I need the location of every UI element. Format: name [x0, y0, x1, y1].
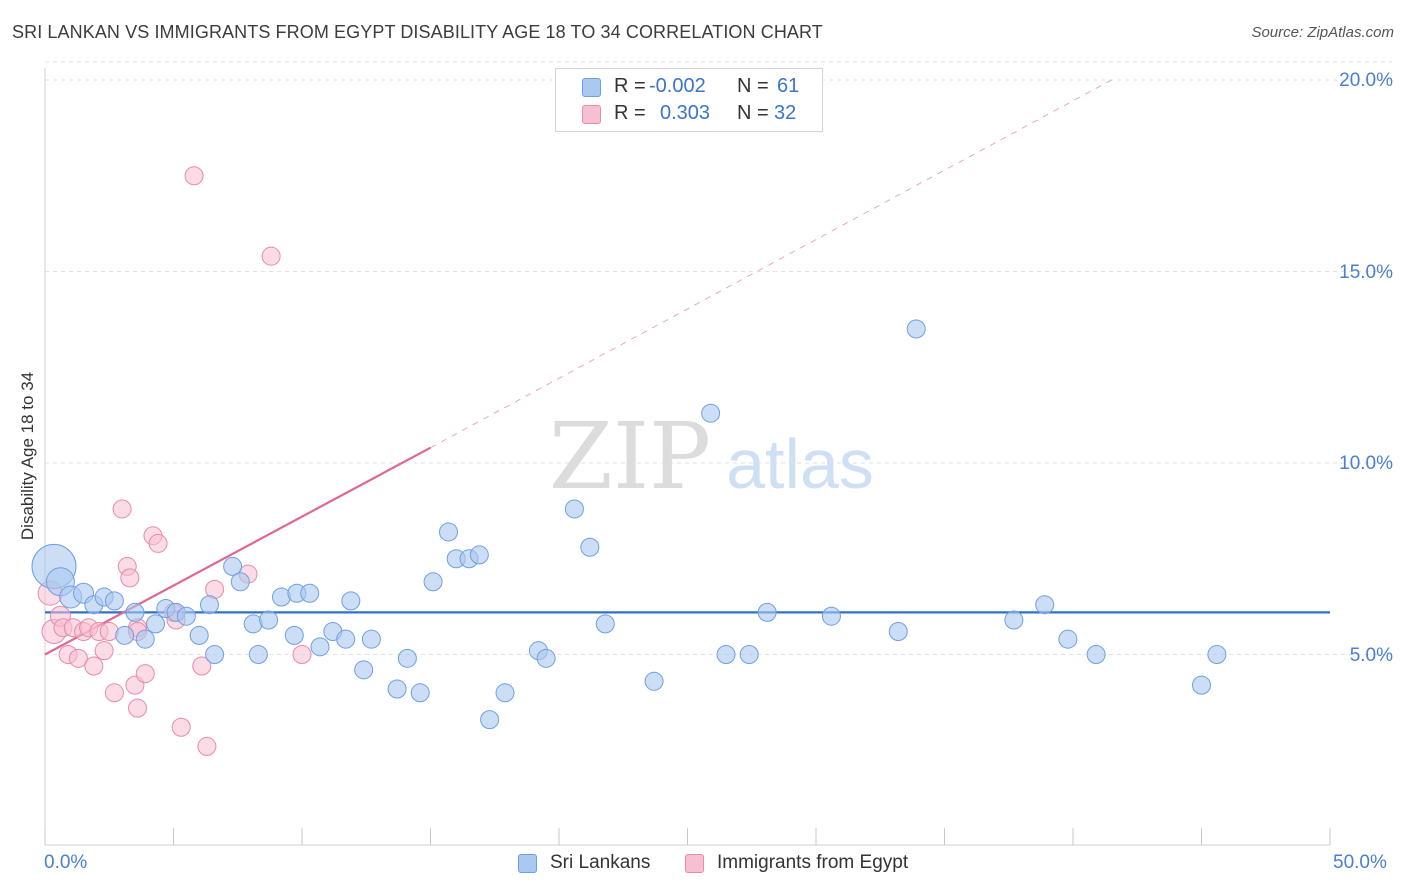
egypt-point — [104, 683, 124, 703]
egypt-point — [94, 641, 114, 661]
sri-lankan-point — [310, 637, 330, 657]
n-value: 32 — [774, 102, 797, 124]
sri-lankan-point — [821, 606, 841, 626]
sri-lankan-point — [644, 671, 664, 691]
r-label: R = — [614, 102, 646, 124]
sri-lankan-point — [199, 595, 219, 615]
egypt-point — [148, 533, 168, 553]
sri-lankan-point — [888, 622, 908, 642]
watermark-atlas: atlas — [726, 425, 874, 503]
egypt-points — [37, 166, 312, 756]
x-tick-min: 0.0% — [44, 852, 88, 873]
axes — [44, 68, 1331, 846]
sri-lankan-point — [1004, 610, 1024, 630]
egypt-point — [192, 656, 212, 676]
sri-lankan-point — [115, 625, 135, 645]
sri-lankan-point — [361, 629, 381, 649]
sri-lankan-point — [189, 625, 209, 645]
legend-row-egypt: R = 0.303 N = 32 — [556, 102, 822, 128]
x-tick-max: 50.0% — [1333, 852, 1387, 873]
trend-lines — [44, 79, 1330, 656]
sri-lankan-points — [31, 319, 1227, 730]
n-value: 61 — [777, 75, 800, 97]
sri-lankan-point — [230, 572, 250, 592]
egypt-trend-line — [44, 446, 432, 656]
sri-lankan-point — [354, 660, 374, 680]
sri-lankan-point — [495, 683, 515, 703]
legend-row-sri-lankans: R = -0.002 N = 61 — [556, 75, 822, 101]
legend-label-egypt: Immigrants from Egypt — [717, 852, 909, 873]
source-credit: Source: ZipAtlas.com — [1251, 24, 1394, 41]
egypt-point — [120, 568, 140, 588]
sri-lankan-point — [1207, 645, 1227, 664]
egypt-point — [68, 648, 88, 668]
egypt-point — [197, 736, 217, 756]
y-tick-label: 20.0% — [1339, 70, 1393, 91]
chart-title: SRI LANKAN VS IMMIGRANTS FROM EGYPT DISA… — [12, 22, 823, 42]
r-label: R = — [614, 75, 646, 97]
legend-swatch-blue — [518, 854, 537, 873]
sri-lankan-point — [387, 679, 407, 699]
n-label: N = — [737, 75, 769, 97]
sri-lankan-point — [1192, 675, 1211, 695]
egypt-point — [292, 645, 312, 664]
sri-lankan-point — [716, 645, 736, 664]
legend-swatch-pink — [685, 854, 704, 873]
sri-lankan-point — [125, 602, 145, 622]
sri-lankan-point — [104, 591, 124, 611]
sri-lankan-point — [248, 645, 268, 664]
sri-lankan-point — [536, 648, 556, 668]
sri-lankan-point — [423, 572, 443, 592]
egypt-point — [171, 717, 191, 737]
sri-lankan-point — [336, 629, 356, 649]
egypt-point — [112, 499, 132, 519]
correlation-legend: R = -0.002 N = 61 R = 0.303 N = 32 — [555, 68, 823, 132]
sri-lankan-point — [469, 545, 489, 565]
sri-lankan-point — [1058, 629, 1078, 649]
egypt-point — [135, 664, 155, 684]
sri-lankan-point — [595, 614, 615, 634]
watermark-zip: ZIP — [549, 403, 711, 510]
n-label: N = — [737, 102, 769, 124]
sri-lankan-point — [284, 625, 304, 645]
sri-lankan-point — [259, 610, 279, 630]
sri-lankan-point — [438, 522, 458, 542]
egypt-point — [84, 656, 104, 676]
sri-lankan-point — [580, 537, 600, 557]
egypt-point — [184, 166, 204, 186]
sri-lankan-point — [146, 614, 166, 634]
sri-lankan-point — [300, 583, 320, 603]
r-value: -0.002 — [649, 75, 706, 97]
sri-lankan-point — [480, 710, 500, 730]
legend-swatch-pink — [582, 105, 601, 124]
sri-lankan-point — [205, 645, 225, 664]
sri-lankan-point — [341, 591, 361, 611]
sri-lankan-point — [135, 629, 155, 649]
sri-lankan-point — [906, 319, 926, 339]
sri-lankan-point — [410, 683, 430, 703]
sri-lankan-point — [223, 556, 243, 576]
sri-lankan-point — [564, 499, 584, 519]
sri-lankan-point — [757, 602, 777, 622]
egypt-point — [128, 698, 148, 718]
sri-lankan-point — [739, 645, 759, 664]
y-tick-label: 5.0% — [1349, 644, 1393, 666]
sri-lankan-point — [176, 606, 196, 626]
sri-lankan-point — [397, 648, 417, 668]
y-tick-label: 15.0% — [1339, 261, 1393, 283]
legend-label-sri-lankans: Sri Lankans — [550, 852, 651, 873]
y-tick-label: 10.0% — [1339, 453, 1393, 474]
egypt-point — [261, 246, 281, 266]
r-value: 0.303 — [660, 102, 711, 124]
sri-lankan-point — [701, 403, 721, 423]
egypt-trend-extension — [430, 79, 1112, 449]
sri-lankan-point — [1086, 645, 1106, 664]
legend-swatch-blue — [582, 78, 601, 97]
sri-lankan-point — [1035, 595, 1055, 615]
watermark: ZIP atlas — [549, 403, 874, 510]
